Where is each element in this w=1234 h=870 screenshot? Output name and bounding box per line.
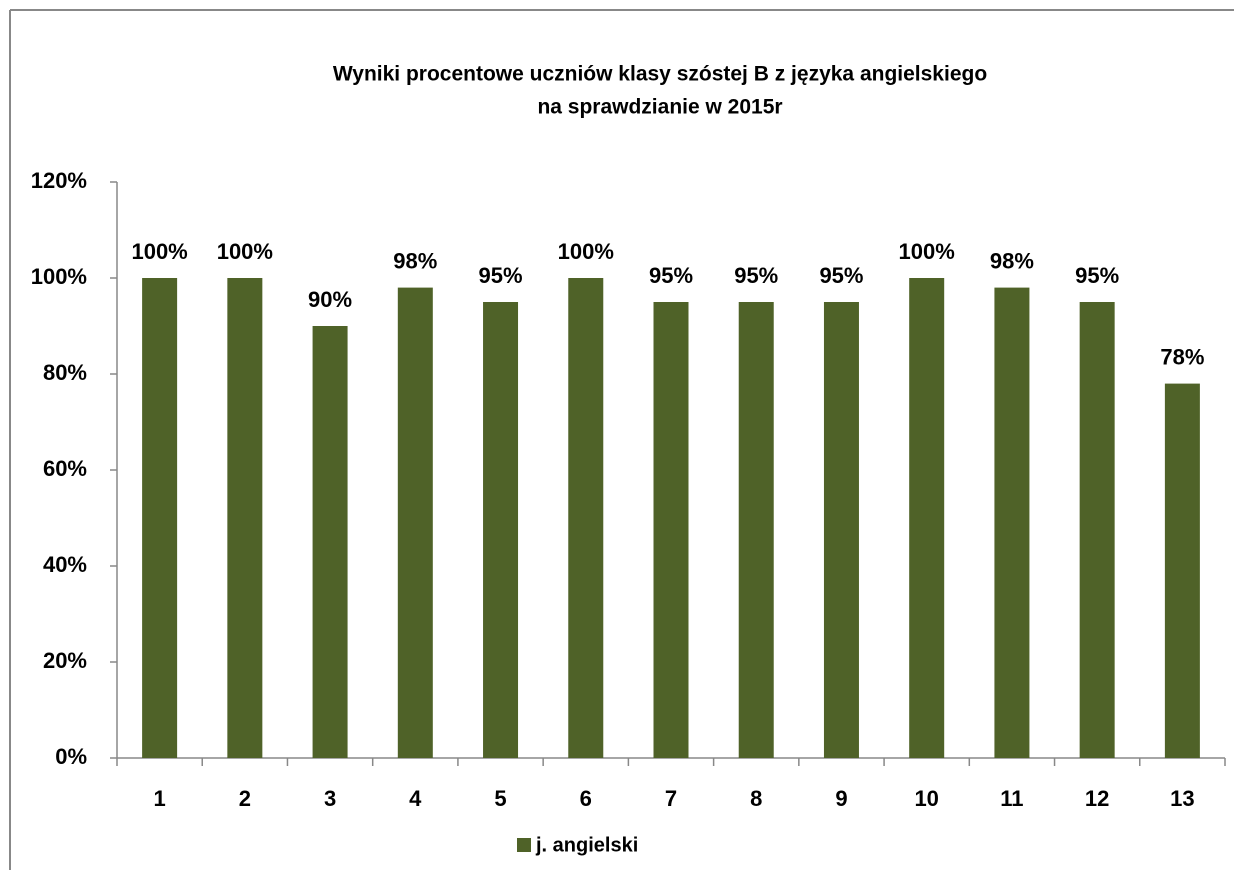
x-tick-label: 1 xyxy=(153,786,165,811)
y-tick-label: 60% xyxy=(43,456,87,481)
data-label: 95% xyxy=(819,263,863,288)
legend-swatch xyxy=(517,838,531,852)
data-label: 98% xyxy=(990,248,1034,273)
bar xyxy=(227,278,263,758)
bar xyxy=(312,326,348,758)
x-tick-label: 13 xyxy=(1170,786,1194,811)
data-label: 100% xyxy=(899,239,955,264)
bar xyxy=(738,302,774,758)
legend-label: j. angielski xyxy=(535,834,638,856)
data-label: 100% xyxy=(131,239,187,264)
bar xyxy=(823,302,859,758)
bar xyxy=(1079,302,1115,758)
x-tick-label: 12 xyxy=(1085,786,1109,811)
data-label: 78% xyxy=(1160,344,1204,369)
x-tick-label: 3 xyxy=(324,786,336,811)
x-tick-label: 4 xyxy=(409,786,422,811)
data-label: 100% xyxy=(217,239,273,264)
x-tick-label: 8 xyxy=(750,786,762,811)
x-tick-label: 9 xyxy=(835,786,847,811)
data-label: 95% xyxy=(734,263,778,288)
data-label: 95% xyxy=(649,263,693,288)
x-tick-label: 11 xyxy=(1000,786,1023,811)
data-label: 100% xyxy=(558,239,614,264)
data-label: 95% xyxy=(1075,263,1119,288)
chart-title: Wyniki procentowe uczniów klasy szóstej … xyxy=(333,63,987,86)
data-label: 90% xyxy=(308,287,352,312)
data-label: 95% xyxy=(479,263,523,288)
x-tick-label: 2 xyxy=(239,786,251,811)
y-tick-label: 100% xyxy=(31,264,87,289)
x-tick-label: 6 xyxy=(580,786,592,811)
bar xyxy=(142,278,178,758)
x-tick-label: 7 xyxy=(665,786,677,811)
bar xyxy=(909,278,945,758)
bar xyxy=(483,302,519,758)
bar xyxy=(568,278,604,758)
bar xyxy=(1164,383,1200,758)
x-tick-label: 10 xyxy=(914,786,938,811)
x-tick-label: 5 xyxy=(494,786,506,811)
data-label: 98% xyxy=(393,248,437,273)
y-tick-label: 40% xyxy=(43,552,87,577)
bar xyxy=(653,302,689,758)
bar xyxy=(994,287,1030,758)
y-tick-label: 20% xyxy=(43,648,87,673)
y-tick-label: 80% xyxy=(43,360,87,385)
chart-title: na sprawdzianie w 2015r xyxy=(537,96,782,119)
y-tick-label: 120% xyxy=(31,168,87,193)
y-tick-label: 0% xyxy=(55,744,87,769)
bar xyxy=(397,287,433,758)
